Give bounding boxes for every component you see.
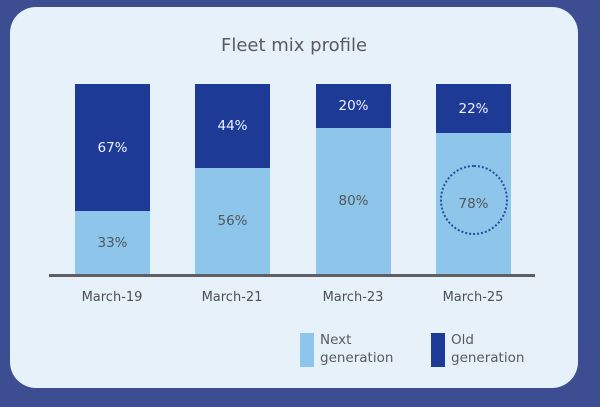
chart-card: Fleet mix profile 67% 33% 44% 56% 20% 80… <box>10 7 578 388</box>
x-label: March-21 <box>201 290 263 305</box>
legend-label: generation <box>451 350 525 366</box>
highlight-circle-icon <box>440 165 508 235</box>
legend-label: Next <box>320 332 352 348</box>
x-label: March-19 <box>81 290 143 305</box>
legend-swatch-old <box>431 333 445 367</box>
legend-item-old-generation: Old generation <box>431 331 524 367</box>
legend-label: generation <box>320 350 394 366</box>
legend-swatch-next <box>300 333 314 367</box>
bar-march-21: 44% 56% <box>195 84 270 274</box>
bar-segment-next: 33% <box>75 211 150 274</box>
bar-segment-old: 20% <box>316 84 391 128</box>
x-label: March-25 <box>442 290 504 305</box>
legend-item-next-generation: Next generation <box>300 331 393 367</box>
bar-segment-old: 67% <box>75 84 150 212</box>
bar-segment-next: 56% <box>195 167 270 274</box>
chart-title: Fleet mix profile <box>220 35 368 56</box>
bar-march-19: 67% 33% <box>75 84 150 274</box>
bar-march-23: 20% 80% <box>316 84 391 274</box>
bar-segment-old: 44% <box>195 84 270 168</box>
legend-label: Old <box>451 332 474 348</box>
x-label: March-23 <box>322 290 384 305</box>
x-axis-line <box>49 274 535 277</box>
bar-segment-next: 80% <box>316 127 391 274</box>
bar-segment-old: 22% <box>436 84 511 134</box>
